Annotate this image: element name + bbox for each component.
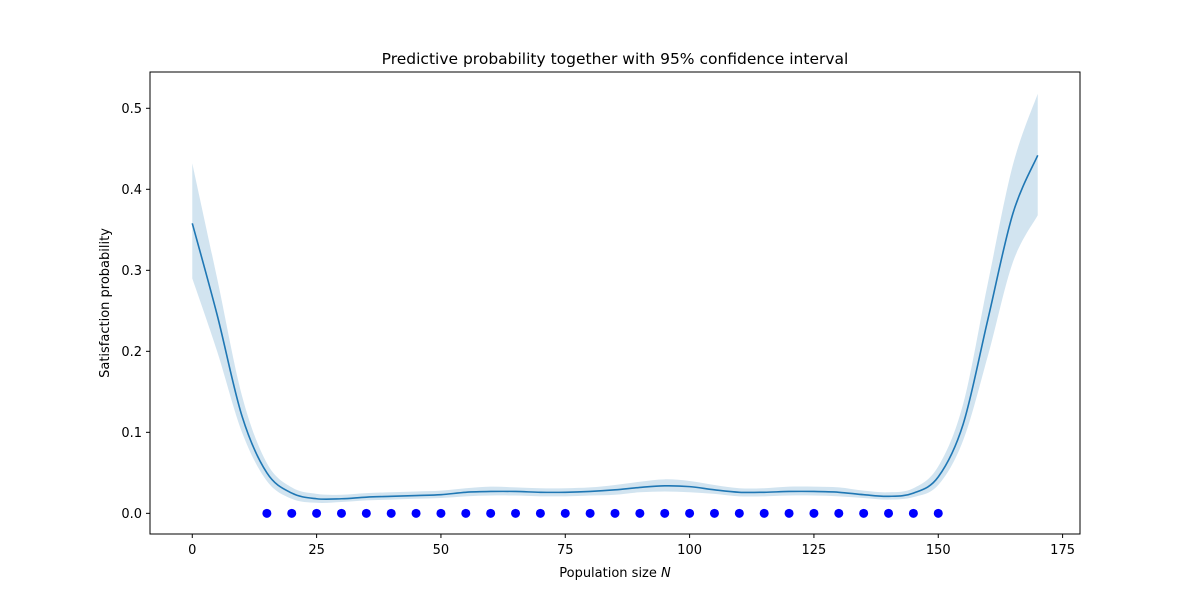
x-tick-label: 125: [802, 543, 827, 558]
observation-point: [312, 508, 322, 518]
observation-point: [610, 508, 620, 518]
x-tick-label: 0: [188, 543, 196, 558]
confidence-band-layer: [192, 93, 1038, 503]
x-axis-label: Population size N: [559, 566, 671, 581]
observation-points-layer: [262, 508, 943, 518]
observation-point: [784, 508, 794, 518]
y-tick-label: 0.0: [121, 507, 142, 522]
observation-point: [859, 508, 869, 518]
y-tick-label: 0.5: [121, 102, 142, 117]
x-tick-label: 175: [1050, 543, 1075, 558]
observation-point: [759, 508, 769, 518]
observation-point: [635, 508, 645, 518]
observation-point: [709, 508, 719, 518]
x-axis-label-text: Population size: [559, 566, 657, 581]
y-axis-label: Satisfaction probability: [98, 228, 113, 378]
y-tick-label: 0.4: [121, 183, 142, 198]
observation-point: [685, 508, 695, 518]
plot-area-frame: [149, 71, 1081, 535]
x-tick-label: 150: [926, 543, 951, 558]
observation-point: [933, 508, 943, 518]
observation-point: [560, 508, 570, 518]
observation-point: [535, 508, 545, 518]
observation-point: [386, 508, 396, 518]
x-tick-label: 100: [677, 543, 702, 558]
observation-point: [361, 508, 371, 518]
x-tick-label: 25: [308, 543, 325, 558]
observation-point: [660, 508, 670, 518]
observation-point: [809, 508, 819, 518]
y-tick-label: 0.2: [121, 345, 142, 360]
observation-point: [436, 508, 446, 518]
y-tick-label: 0.1: [121, 426, 142, 441]
observation-point: [884, 508, 894, 518]
observation-point: [262, 508, 272, 518]
observation-point: [511, 508, 521, 518]
observation-point: [486, 508, 496, 518]
observation-point: [336, 508, 346, 518]
y-tick-label: 0.3: [121, 264, 142, 279]
x-axis-label-variable: N: [661, 566, 671, 581]
observation-point: [734, 508, 744, 518]
predictive-mean-line: [191, 154, 1039, 501]
x-axis-ticks: 0 25 50 75 100 125 150 175: [188, 534, 1075, 558]
observation-point: [461, 508, 471, 518]
y-axis-ticks: 0.0 0.1 0.2 0.3 0.4 0.5: [121, 102, 150, 522]
x-tick-label: 75: [557, 543, 574, 558]
observation-point: [585, 508, 595, 518]
mean-line-layer: [191, 154, 1039, 501]
observation-point: [908, 508, 918, 518]
observation-point: [411, 508, 421, 518]
x-tick-label: 50: [433, 543, 450, 558]
observation-point: [834, 508, 844, 518]
observation-point: [287, 508, 297, 518]
chart-title: Predictive probability together with 95%…: [382, 50, 849, 68]
confidence-interval-band: [192, 93, 1038, 503]
